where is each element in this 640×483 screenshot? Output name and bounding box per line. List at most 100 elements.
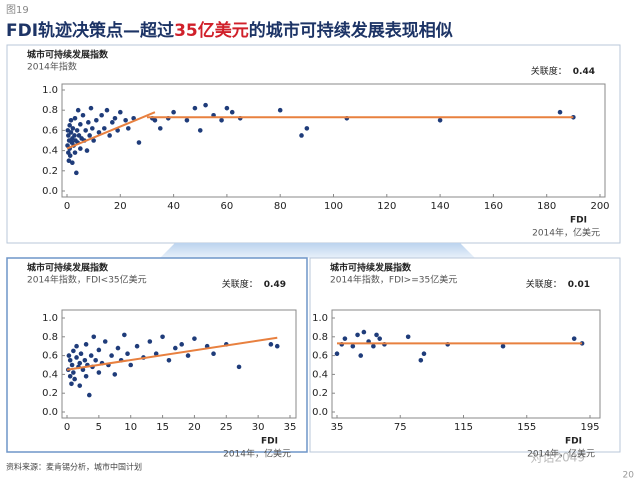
point [334,351,340,357]
point [71,370,76,375]
y-tick-label: 0.0 [42,407,58,418]
y-tick-label: 0.8 [312,332,328,343]
point [134,343,140,349]
point [70,160,75,166]
y-tick-label: 0.4 [42,369,58,380]
point [99,112,104,118]
point [107,133,112,138]
point [72,133,77,138]
point [112,115,118,121]
trend-line [66,111,156,150]
point [78,122,83,127]
point [557,109,563,115]
point [70,126,76,131]
x-tick-label: 40 [167,201,180,212]
chart-subtitle: 2014年指数，FDI<35亿美元 [27,274,147,286]
point [123,118,128,123]
point [224,105,230,111]
connector [160,243,475,258]
x-tick-label: 20 [114,201,127,212]
y-tick-label: 0.6 [42,125,58,136]
x-tick-label: 200 [590,201,609,212]
x-tick-label: 180 [537,201,556,212]
x-tick-label: 140 [431,201,450,212]
x-tick-label: 0 [64,201,70,212]
point [69,362,75,368]
x-tick-label: 160 [484,201,503,212]
x-tick-label: 0 [64,422,70,433]
point [361,329,367,335]
x-tick-label: 80 [274,201,287,212]
point [88,105,94,111]
x-tick-label: 20 [188,422,201,433]
point [76,133,82,138]
point [77,360,83,366]
point [93,358,98,363]
point [96,370,102,375]
y-tick-label: 1.0 [312,313,328,324]
point [122,332,127,338]
point [69,381,74,387]
point [71,348,76,354]
point [166,358,172,363]
x-tick-label: 195 [580,422,599,433]
x-tick-label: 25 [220,422,233,433]
point [87,133,92,138]
x-tick-label: 10 [124,422,137,433]
point [229,109,235,115]
x-tick-label: 35 [284,422,297,433]
figure-label: 图19 [6,4,29,16]
x-axis-label: FDI [570,216,587,226]
correlation-label: 关联度： [531,65,567,77]
point [211,351,216,357]
point [350,343,356,349]
point [67,373,73,379]
point [236,364,242,370]
point [125,351,130,357]
panel [6,44,621,244]
point [500,343,506,349]
point [77,383,83,388]
x-tick-label: 75 [394,422,407,433]
correlation: 关联度： 0.01 [526,278,590,290]
point [277,107,283,113]
unit-note: 2014年，亿美元 [223,448,291,460]
x-tick-label: 15 [156,422,169,433]
point [72,150,78,155]
y-tick-label: 0.2 [42,166,58,177]
x-axis-label: FDI [565,437,582,447]
point [72,376,77,382]
chart-subtitle: 2014年指数，FDI>=35亿美元 [330,274,457,286]
x-tick-label: 120 [377,201,396,212]
chart-title: 城市可持续发展指数 [27,262,109,274]
point [74,170,79,176]
y-tick-label: 1.0 [42,313,58,324]
point [171,109,176,115]
point [160,334,165,340]
x-tick-label: 60 [221,201,234,212]
correlation-label: 关联度： [222,278,258,290]
point [192,336,197,341]
page-number: 20 [623,471,635,481]
x-tick-label: 155 [517,422,536,433]
plot-frame [61,309,297,419]
point [67,358,73,363]
y-tick-label: 0.8 [42,105,58,116]
chart-subtitle: 2014年指数 [27,61,77,73]
point [78,146,83,151]
point [418,358,424,363]
point [91,138,96,143]
y-tick-label: 0.6 [42,351,58,362]
chart-title: 城市可持续发展指数 [27,49,109,61]
slide-title: FDI轨迹决策点—超过35亿美元的城市可持续发展表现相似 [6,20,453,41]
y-tick-label: 0.6 [312,351,328,362]
source: 资料来源：麦肯锡分析，城市中国计划 [6,462,142,472]
point [68,130,74,135]
point [128,362,134,368]
point [66,353,72,358]
point [274,343,280,349]
point [88,353,94,358]
point [184,118,190,123]
point [90,126,95,131]
point [131,115,136,121]
